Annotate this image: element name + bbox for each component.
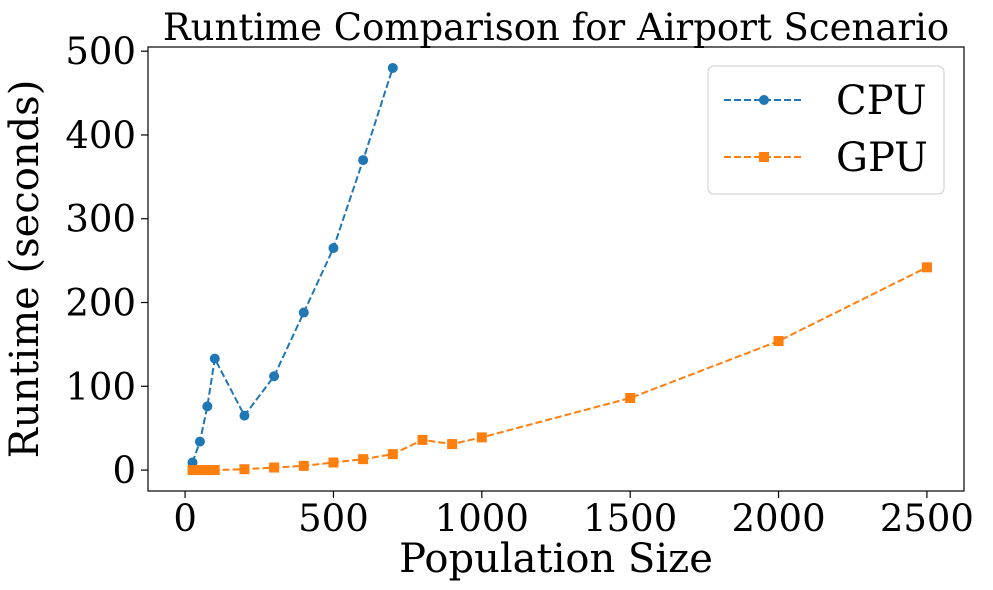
gpu-data-point — [773, 336, 784, 347]
gpu-data-point — [625, 393, 636, 404]
x-axis: 0 500 1000 1500 2000 2500 — [173, 491, 974, 540]
legend-gpu-marker — [759, 152, 769, 162]
x-tick-label: 1000 — [435, 497, 529, 540]
gpu-data-point — [476, 432, 487, 443]
y-tick-label: 500 — [65, 30, 136, 73]
gpu-data-point — [328, 457, 339, 468]
plot-area — [147, 46, 965, 492]
cpu-data-point — [209, 353, 220, 364]
gpu-data-point — [358, 454, 369, 465]
gpu-data-point — [298, 460, 309, 471]
gpu-data-point — [187, 465, 198, 476]
cpu-data-point — [239, 410, 250, 421]
series-layer — [187, 62, 932, 476]
gpu-data-point — [921, 262, 932, 273]
gpu-data-point — [417, 434, 428, 445]
legend-gpu-label: GPU — [836, 135, 928, 181]
x-tick-label: 2500 — [880, 497, 974, 540]
x-tick-label: 500 — [298, 497, 369, 540]
gpu-series-line — [192, 266, 928, 472]
gpu-data-point — [194, 465, 205, 476]
gpu-data-point — [239, 464, 250, 475]
cpu-data-point — [194, 436, 205, 447]
x-tick-label: 1500 — [583, 497, 677, 540]
chart-title: Runtime Comparison for Airport Scenario — [163, 6, 949, 49]
y-tick-label: 400 — [65, 114, 136, 157]
gpu-data-point — [209, 465, 220, 476]
y-axis-label: Runtime (seconds) — [2, 80, 48, 459]
gpu-data-point — [202, 465, 213, 476]
y-tick-label: 300 — [65, 198, 136, 241]
x-tick-label: 0 — [173, 497, 197, 540]
x-axis-label: Population Size — [399, 536, 713, 582]
cpu-data-point — [269, 371, 280, 382]
cpu-data-point — [387, 62, 398, 73]
legend: CPU GPU — [707, 65, 945, 195]
y-tick-label: 200 — [65, 282, 136, 325]
legend-cpu-marker — [759, 95, 769, 105]
cpu-data-point — [298, 307, 309, 318]
cpu-data-point — [202, 401, 213, 412]
gpu-data-point — [447, 439, 458, 450]
cpu-data-point — [328, 243, 339, 254]
y-tick-label: 0 — [112, 449, 136, 492]
y-tick-label: 100 — [65, 365, 136, 408]
cpu-data-point — [187, 457, 198, 468]
legend-cpu-label: CPU — [836, 78, 927, 124]
y-axis: 0 100 200 300 400 500 — [65, 30, 148, 492]
cpu-data-point — [358, 155, 369, 166]
gpu-data-point — [387, 449, 398, 460]
gpu-data-point — [269, 462, 280, 473]
cpu-series-line — [191, 67, 394, 463]
x-tick-label: 2000 — [731, 497, 825, 540]
